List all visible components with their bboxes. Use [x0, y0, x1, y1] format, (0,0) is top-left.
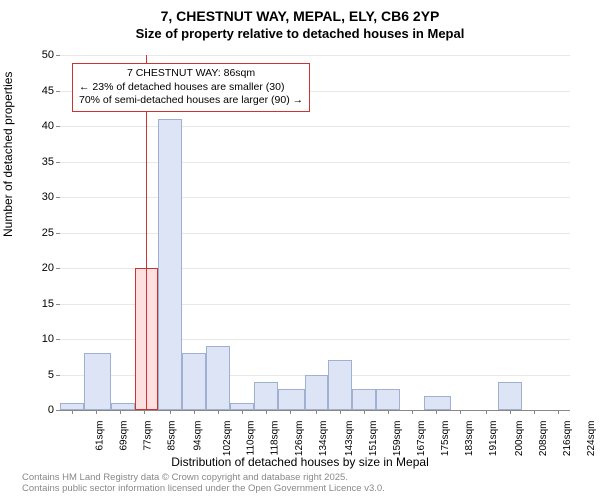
chart-title-main: 7, CHESTNUT WAY, MEPAL, ELY, CB6 2YP: [0, 0, 600, 24]
annotation-line-2: ← 23% of detached houses are smaller (30…: [79, 81, 303, 95]
xtick-label: 191sqm: [488, 421, 499, 457]
xtick-mark: [510, 410, 511, 414]
xtick-mark: [558, 410, 559, 414]
xtick-mark: [194, 410, 195, 414]
xtick-label: 216sqm: [562, 421, 573, 457]
xtick-mark: [120, 410, 121, 414]
annotation-box: 7 CHESTNUT WAY: 86sqm← 23% of detached h…: [72, 63, 310, 112]
histogram-bar: [278, 389, 305, 410]
footer-line-1: Contains HM Land Registry data © Crown c…: [22, 472, 385, 483]
histogram-bar: [376, 389, 400, 410]
ytick-mark: [56, 91, 60, 92]
ytick-label: 30: [24, 191, 54, 203]
xtick-label: 167sqm: [416, 421, 427, 457]
histogram-bar: [254, 382, 278, 410]
xtick-mark: [72, 410, 73, 414]
chart-title-sub: Size of property relative to detached ho…: [0, 24, 600, 41]
xtick-mark: [412, 410, 413, 414]
plot-area: 0510152025303540455061sqm69sqm77sqm85sqm…: [60, 55, 570, 411]
annotation-line-3: 70% of semi-detached houses are larger (…: [79, 94, 303, 108]
histogram-bar: [158, 119, 182, 410]
histogram-bar: [328, 360, 352, 410]
xtick-label: 200sqm: [515, 421, 526, 457]
xtick-label: 118sqm: [269, 421, 280, 456]
xtick-mark: [96, 410, 97, 414]
xtick-mark: [486, 410, 487, 414]
xtick-label: 61sqm: [94, 421, 105, 451]
xtick-mark: [266, 410, 267, 414]
histogram-bar: [182, 353, 206, 410]
ytick-label: 15: [24, 298, 54, 310]
gridline: [60, 233, 570, 234]
ytick-label: 5: [24, 369, 54, 381]
xtick-label: 77sqm: [142, 421, 153, 451]
annotation-line-1: 7 CHESTNUT WAY: 86sqm: [79, 67, 303, 81]
ytick-mark: [56, 55, 60, 56]
histogram-bar: [352, 389, 376, 410]
footer-line-2: Contains public sector information licen…: [22, 483, 385, 494]
gridline: [60, 55, 570, 56]
xtick-label: 102sqm: [222, 421, 233, 457]
xtick-mark: [144, 410, 145, 414]
ytick-mark: [56, 375, 60, 376]
histogram-bar: [305, 375, 329, 411]
y-axis-label: Number of detached properties: [1, 72, 15, 237]
ytick-mark: [56, 268, 60, 269]
ytick-label: 0: [24, 404, 54, 416]
xtick-label: 208sqm: [538, 421, 549, 457]
ytick-mark: [56, 339, 60, 340]
histogram-bar: [498, 382, 522, 410]
xtick-label: 126sqm: [294, 421, 305, 457]
gridline: [60, 126, 570, 127]
ytick-label: 35: [24, 156, 54, 168]
histogram-bar: [206, 346, 230, 410]
xtick-label: 134sqm: [318, 421, 329, 457]
chart-container: 7, CHESTNUT WAY, MEPAL, ELY, CB6 2YP Siz…: [0, 0, 600, 500]
ytick-mark: [56, 126, 60, 127]
ytick-label: 50: [24, 49, 54, 61]
xtick-mark: [316, 410, 317, 414]
xtick-label: 94sqm: [193, 421, 204, 451]
xtick-mark: [170, 410, 171, 414]
chart-area: 0510152025303540455061sqm69sqm77sqm85sqm…: [60, 55, 570, 410]
histogram-bar: [84, 353, 111, 410]
xtick-mark: [388, 410, 389, 414]
ytick-label: 20: [24, 262, 54, 274]
xtick-label: 143sqm: [345, 421, 356, 457]
histogram-bar: [230, 403, 254, 410]
gridline: [60, 162, 570, 163]
ytick-label: 40: [24, 120, 54, 132]
xtick-label: 85sqm: [166, 421, 177, 451]
xtick-mark: [290, 410, 291, 414]
xtick-mark: [364, 410, 365, 414]
gridline: [60, 197, 570, 198]
xtick-mark: [340, 410, 341, 414]
ytick-label: 25: [24, 227, 54, 239]
ytick-mark: [56, 162, 60, 163]
x-axis-label: Distribution of detached houses by size …: [0, 455, 600, 469]
xtick-label: 69sqm: [118, 421, 129, 451]
xtick-mark: [534, 410, 535, 414]
histogram-bar: [424, 396, 451, 410]
xtick-label: 224sqm: [586, 421, 597, 457]
ytick-mark: [56, 304, 60, 305]
xtick-label: 110sqm: [245, 421, 256, 456]
xtick-mark: [460, 410, 461, 414]
xtick-label: 175sqm: [440, 421, 451, 457]
xtick-mark: [218, 410, 219, 414]
histogram-bar: [111, 403, 135, 410]
footer-attribution: Contains HM Land Registry data © Crown c…: [22, 472, 385, 495]
ytick-mark: [56, 410, 60, 411]
xtick-label: 183sqm: [464, 421, 475, 457]
xtick-label: 151sqm: [368, 421, 379, 457]
xtick-label: 159sqm: [392, 421, 403, 457]
ytick-label: 45: [24, 85, 54, 97]
xtick-mark: [436, 410, 437, 414]
ytick-label: 10: [24, 333, 54, 345]
xtick-mark: [242, 410, 243, 414]
ytick-mark: [56, 233, 60, 234]
ytick-mark: [56, 197, 60, 198]
histogram-bar: [60, 403, 84, 410]
